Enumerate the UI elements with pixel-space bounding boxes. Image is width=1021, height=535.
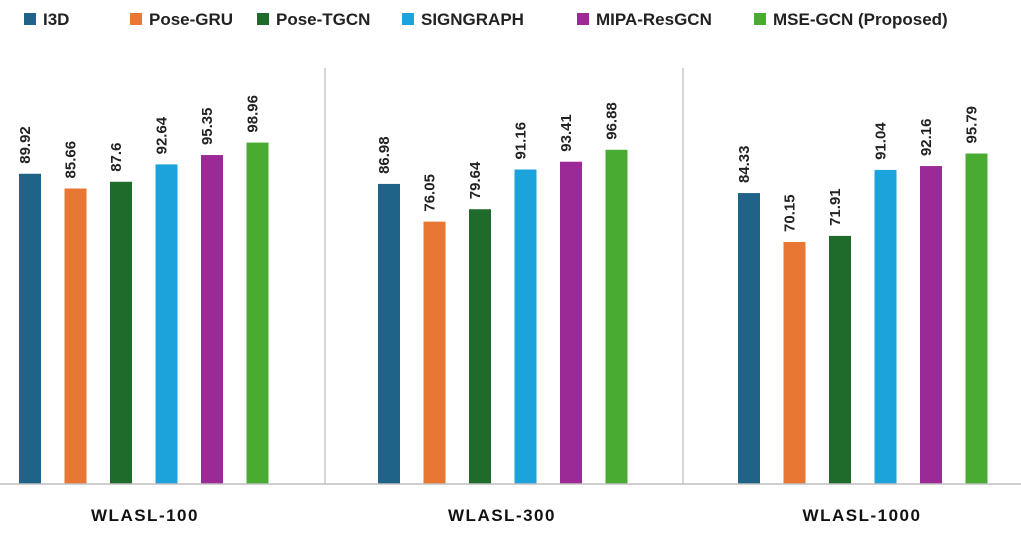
legend-label-i3d: I3D — [43, 10, 69, 29]
data-label-wlasl-1000-mipa-resgcn: 92.16 — [918, 119, 935, 157]
category-label-wlasl-300: WLASL-300 — [448, 506, 556, 525]
bar-wlasl-1000-i3d — [738, 193, 760, 484]
legend-swatch-mse-gcn-proposed — [754, 13, 766, 25]
data-label-wlasl-100-signgraph: 92.64 — [154, 116, 171, 154]
data-label-wlasl-100-mipa-resgcn: 95.35 — [199, 107, 216, 145]
legend-label-pose-tgcn: Pose-TGCN — [276, 10, 370, 29]
data-label-wlasl-300-signgraph: 91.16 — [513, 122, 530, 160]
bar-wlasl-100-pose-gru — [64, 188, 87, 484]
bars — [19, 142, 988, 485]
data-label-wlasl-1000-i3d: 84.33 — [736, 146, 753, 184]
data-label-wlasl-300-mipa-resgcn: 93.41 — [558, 114, 575, 152]
data-label-wlasl-100-i3d: 89.92 — [17, 126, 34, 164]
data-label-wlasl-300-pose-tgcn: 79.64 — [467, 161, 484, 199]
bar-wlasl-100-i3d — [19, 173, 41, 484]
bar-wlasl-300-signgraph — [514, 169, 537, 485]
data-label-wlasl-100-pose-gru: 85.66 — [63, 141, 80, 179]
bar-wlasl-100-pose-tgcn — [110, 181, 132, 484]
bar-wlasl-100-mipa-resgcn — [201, 155, 223, 485]
bar-wlasl-300-pose-gru — [423, 221, 446, 484]
data-label-wlasl-300-mse-gcn-proposed: 96.88 — [604, 102, 621, 140]
bar-wlasl-1000-pose-gru — [783, 241, 806, 484]
data-label-wlasl-1000-mse-gcn-proposed: 95.79 — [964, 106, 981, 144]
legend-label-mse-gcn-proposed: MSE-GCN (Proposed) — [773, 10, 948, 29]
bar-wlasl-100-signgraph — [155, 164, 178, 484]
data-label-wlasl-100-pose-tgcn: 87.6 — [108, 143, 125, 172]
legend-swatch-signgraph — [402, 13, 414, 25]
bar-wlasl-300-mipa-resgcn — [560, 161, 582, 484]
data-label-wlasl-300-pose-gru: 76.05 — [422, 174, 439, 212]
category-label-wlasl-100: WLASL-100 — [91, 506, 199, 525]
bar-wlasl-1000-signgraph — [874, 169, 897, 485]
category-labels: WLASL-100 WLASL-300 WLASL-1000 — [91, 506, 922, 525]
data-label-wlasl-300-i3d: 86.98 — [376, 136, 393, 174]
legend: I3D Pose-GRU Pose-TGCN SIGNGRAPH MIPA-ResGCN… — [24, 10, 948, 29]
data-label-wlasl-1000-pose-gru: 70.15 — [782, 194, 799, 232]
bar-wlasl-1000-pose-tgcn — [829, 235, 851, 484]
legend-label-signgraph: SIGNGRAPH — [421, 10, 524, 29]
bar-wlasl-1000-mse-gcn-proposed — [965, 153, 988, 484]
bar-wlasl-100-mse-gcn-proposed — [246, 142, 269, 484]
data-label-wlasl-100-mse-gcn-proposed: 98.96 — [245, 95, 262, 133]
legend-swatch-pose-gru — [130, 13, 142, 25]
data-labels: 89.92 85.66 87.6 92.64 95.35 98.96 86.98 76.05 7… — [17, 95, 981, 232]
legend-label-pose-gru: Pose-GRU — [149, 10, 233, 29]
legend-swatch-pose-tgcn — [257, 13, 269, 25]
bar-wlasl-300-pose-tgcn — [469, 209, 491, 484]
bar-wlasl-300-i3d — [378, 183, 400, 484]
legend-label-mipa-resgcn: MIPA-ResGCN — [596, 10, 712, 29]
bar-wlasl-1000-mipa-resgcn — [920, 166, 942, 484]
category-label-wlasl-1000: WLASL-1000 — [803, 506, 922, 525]
data-label-wlasl-1000-signgraph: 91.04 — [873, 122, 890, 160]
legend-swatch-mipa-resgcn — [577, 13, 589, 25]
bar-wlasl-300-mse-gcn-proposed — [605, 149, 628, 484]
group-separators — [324, 68, 684, 484]
data-label-wlasl-1000-pose-tgcn: 71.91 — [827, 188, 844, 226]
legend-swatch-i3d — [24, 13, 36, 25]
